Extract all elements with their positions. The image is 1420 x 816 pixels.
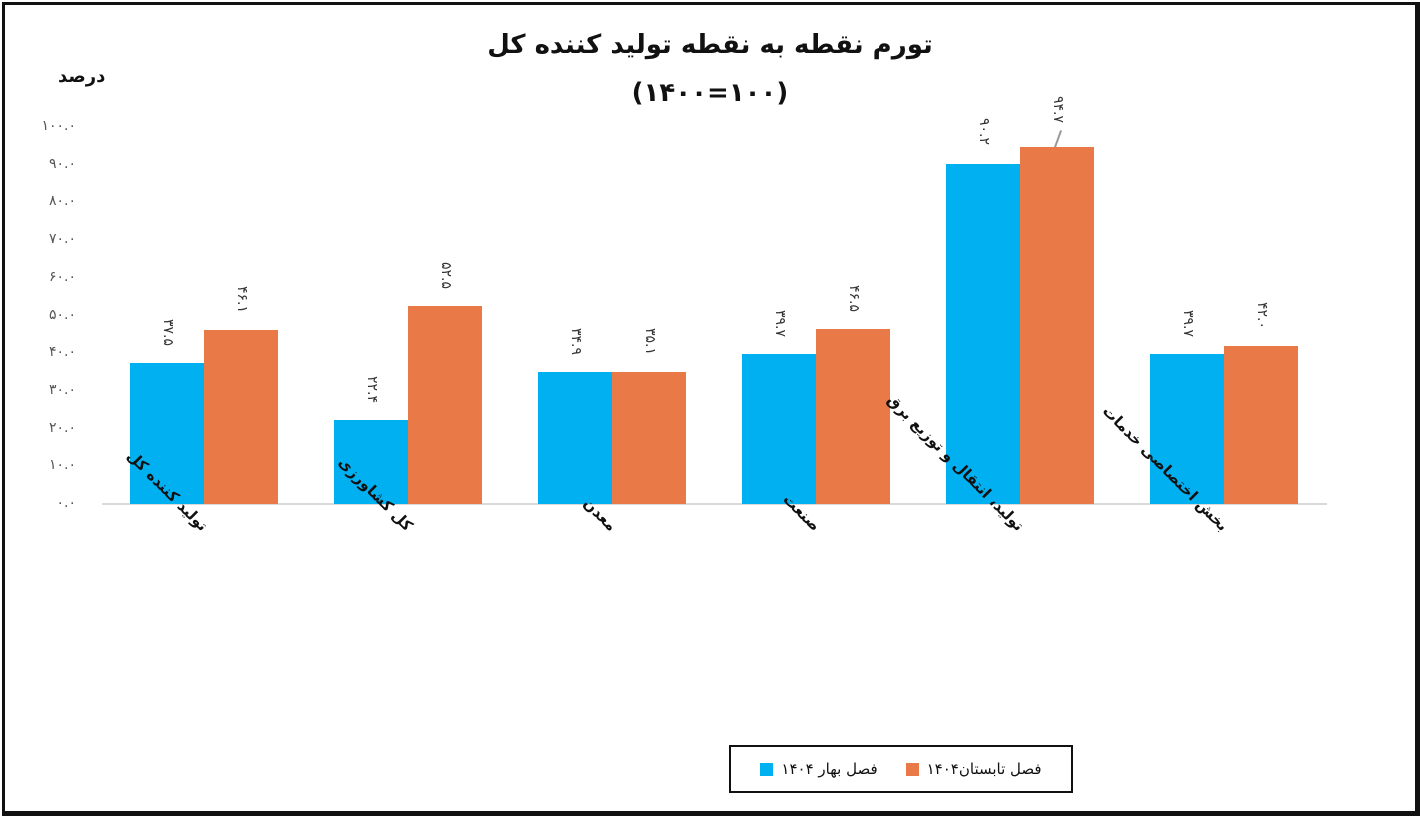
bar-summer [1224,345,1298,504]
y-tick-label: ۶۰.۰ [48,268,76,285]
legend-item-summer: فصل تابستان۱۴۰۴ [905,760,1042,778]
data-label: ۳۷.۵ [160,318,176,346]
chart-subtitle: (۱۴۰۰=۱۰۰) [631,78,789,108]
data-label: ۹۴.۷ [1050,96,1066,124]
data-label: ۳۹.۷ [1180,310,1196,338]
data-label: ۲۲.۴ [364,375,380,403]
data-label: ۵۲.۵ [438,262,454,290]
data-label: ۳۵.۱ [642,327,658,355]
bar-summer [612,371,686,504]
y-tick-label: ۰.۰ [56,495,77,511]
data-label: ۴۲.۰ [1254,301,1270,329]
data-label: ۴۶.۱ [234,286,250,314]
data-label: ۳۹.۷ [772,310,788,338]
y-tick-label: ۵۰.۰ [48,306,76,323]
legend-label-spring: فصل بهار ۱۴۰۴ [781,760,878,778]
legend-swatch-summer [905,762,919,776]
bar-summer [816,328,890,504]
bar-summer [408,306,482,504]
bar-spring [334,419,408,504]
data-label: ۴۶.۵ [846,284,862,312]
y-axis-unit-label: درصد [58,66,106,87]
bar-spring [130,362,204,504]
chart-title: تورم نقطه به نقطه تولید کننده کل [487,30,933,60]
bar-spring [946,163,1020,504]
data-label: ۳۴.۹ [568,328,584,356]
y-tick-label: ۴۰.۰ [48,344,76,361]
y-tick-label: ۱۰.۰ [48,457,76,474]
bar-summer [1020,146,1094,504]
legend-label-summer: فصل تابستان۱۴۰۴ [926,760,1042,778]
x-axis-line [102,503,1327,505]
bar-spring [1150,354,1224,504]
legend: فصل تابستان۱۴۰۴ فصل بهار ۱۴۰۴ [729,745,1073,793]
y-tick-label: ۷۰.۰ [48,231,76,248]
bar-spring [538,372,612,504]
bar-spring [742,354,816,504]
y-tick-label: ۲۰.۰ [48,419,76,436]
legend-item-spring: فصل بهار ۱۴۰۴ [760,760,878,778]
y-tick-label: ۸۰.۰ [48,193,76,210]
legend-swatch-spring [760,762,774,776]
y-tick-label: ۱۰۰.۰ [41,118,76,134]
y-tick-label: ۹۰.۰ [48,155,76,172]
bar-summer [204,330,278,504]
data-label: ۹۰.۲ [976,117,992,145]
y-tick-label: ۳۰.۰ [48,381,76,398]
